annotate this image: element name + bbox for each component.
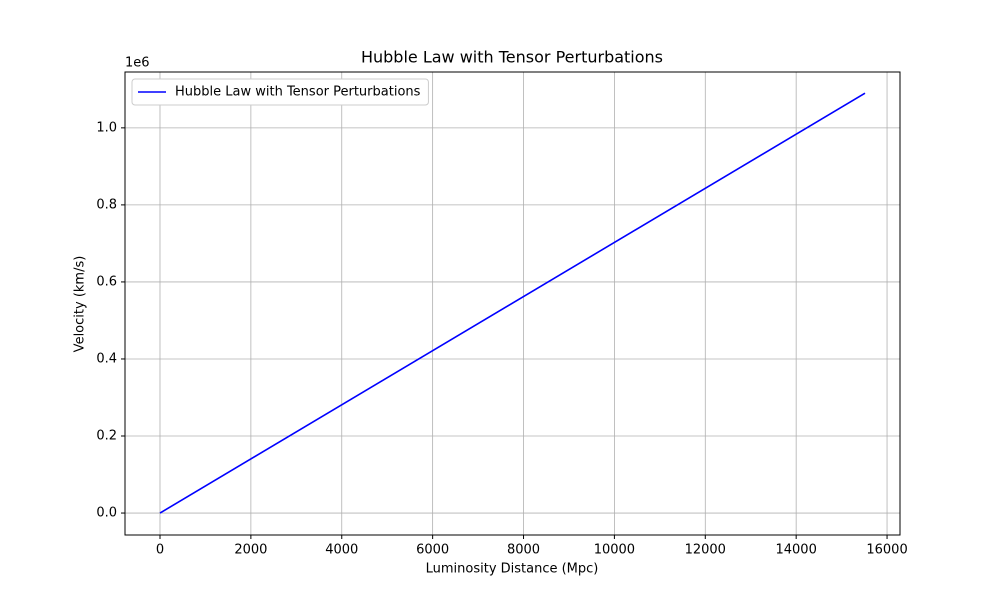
x-tick-label: 8000 xyxy=(507,543,540,558)
x-tick-label: 16000 xyxy=(866,543,907,558)
y-tick-label: 0.0 xyxy=(96,506,117,521)
y-tick-label: 0.4 xyxy=(96,351,117,366)
y-tick-label: 1.0 xyxy=(96,120,117,135)
x-tick-label: 6000 xyxy=(416,543,449,558)
plot-frame xyxy=(124,71,901,536)
x-tick-label: 14000 xyxy=(775,543,816,558)
legend-label: Hubble Law with Tensor Perturbations xyxy=(175,85,421,100)
x-tick-label: 2000 xyxy=(234,543,267,558)
legend: Hubble Law with Tensor Perturbations xyxy=(131,78,429,106)
x-tick-label: 10000 xyxy=(594,543,635,558)
x-axis-label: Luminosity Distance (Mpc) xyxy=(426,562,599,577)
x-tick-label: 12000 xyxy=(685,543,726,558)
x-tick-label: 0 xyxy=(156,543,164,558)
legend-box xyxy=(131,78,429,106)
y-tick-label: 0.8 xyxy=(96,197,117,212)
chart-title: Hubble Law with Tensor Perturbations xyxy=(361,48,663,67)
y-axis-label: Velocity (km/s) xyxy=(73,256,88,353)
data-line xyxy=(159,92,866,514)
x-tick-label: 4000 xyxy=(325,543,358,558)
y-offset-label: 1e6 xyxy=(125,56,150,71)
y-tick-label: 0.6 xyxy=(96,274,117,289)
y-tick-label: 0.2 xyxy=(96,429,117,444)
